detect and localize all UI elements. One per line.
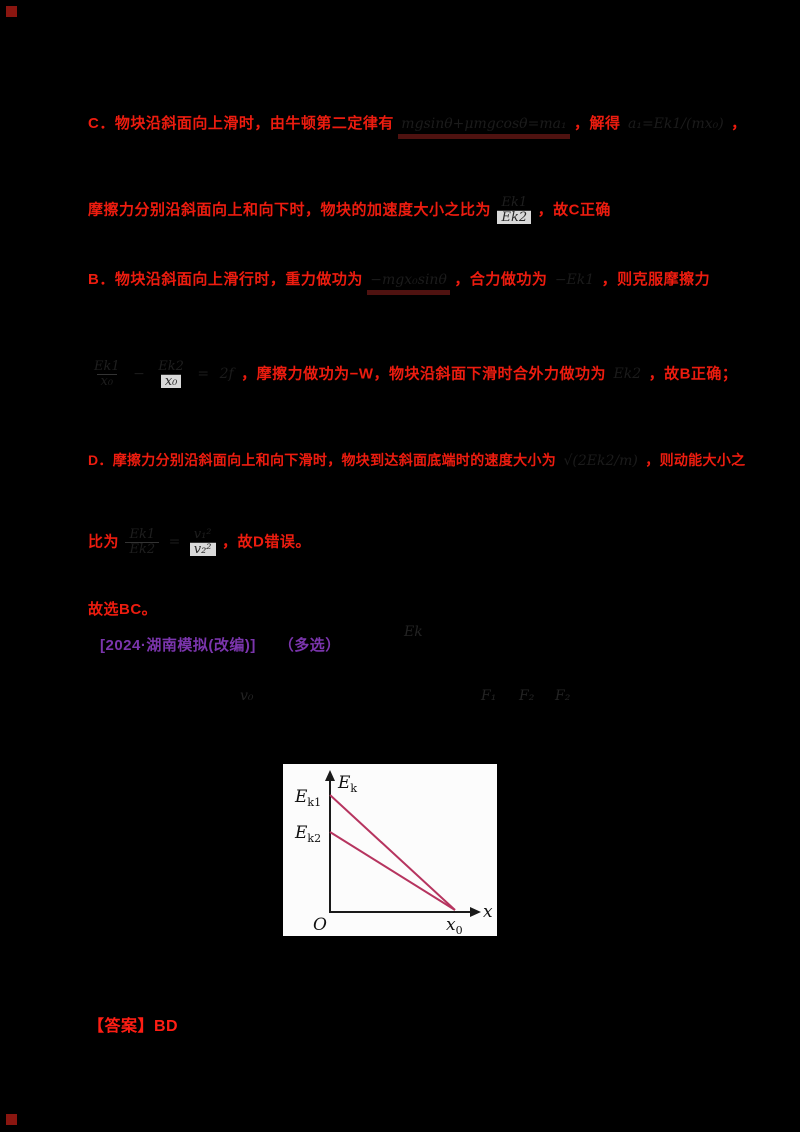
x0-tick-label: x0 <box>446 915 463 936</box>
fraction-numerator: Ek1 <box>94 359 120 374</box>
speed-ratio-fraction: v₁² v₂² <box>189 527 216 557</box>
ek-x-graph-card: Ek Ek1 Ek2 O x0 x <box>283 764 497 937</box>
solution-text: ，则克服摩擦力 <box>601 271 711 288</box>
fraction-numerator: v₁² <box>193 527 212 542</box>
formula-fragment-3: F₂ <box>519 688 535 704</box>
formula-fragment-4: F₂ <box>555 688 571 704</box>
solution-text: ，故B正确； <box>648 365 738 383</box>
ek-x-graph: Ek Ek1 Ek2 O x0 x <box>294 770 493 937</box>
formula-fragment-1: v₀ <box>240 688 254 704</box>
friction-term: 2f <box>219 366 234 383</box>
solution-text: 摩擦力分别沿斜面向上和向下时，物块的加速度大小之比为 <box>88 201 492 219</box>
conclusion-text: 故选BC。 <box>88 601 158 618</box>
fraction-numerator: Ek2 <box>158 359 184 374</box>
solution-line-c2: 摩擦力分别沿斜面向上和向下时，物块的加速度大小之比为 Ek1 Ek2 ，故C正确 <box>88 195 611 225</box>
slope-fraction-1: Ek1 x₀ <box>90 360 124 388</box>
ek1-intercept-label: Ek1 <box>294 787 321 809</box>
ek2-intercept-label: Ek2 <box>294 823 321 845</box>
fraction-numerator: Ek1 <box>501 195 528 210</box>
corner-mark-bottom-left <box>6 1114 17 1125</box>
solution-text: ， <box>731 115 747 132</box>
fraction-denominator: v₂² <box>189 541 216 557</box>
answer-line: 【答案】BD <box>88 1018 179 1035</box>
solution-text: ，故C正确 <box>537 201 611 219</box>
solution-line-d2: 比为 Ek1 Ek2 = v₁² v₂² ，故D错误。 <box>88 527 311 557</box>
ek2-line <box>329 831 456 911</box>
solution-text: ，合力做功为 <box>454 271 548 288</box>
fraction-numerator: Ek1 <box>129 527 156 542</box>
solution-text: B．物块沿斜面向上滑行时，重力做功为 <box>88 271 363 288</box>
acceleration-formula: a₁=Ek1/(mx₀) <box>627 116 724 132</box>
operator: = <box>197 366 210 383</box>
operator: − <box>133 366 145 383</box>
energy-ratio-fraction: Ek1 Ek2 <box>125 527 160 557</box>
solution-text: ，则动能大小之 <box>645 452 746 468</box>
solution-line-c1: C．物块沿斜面向上滑时，由牛顿第二定律有 mgsinθ+μmgcosθ=ma₁ … <box>88 112 747 139</box>
gravity-work-formula: −mgx₀sinθ <box>367 272 450 295</box>
solution-text: D．摩擦力分别沿斜面向上和向下滑时，物块到达斜面底端时的速度大小为 <box>88 452 557 468</box>
speed-formula: √(2Ek2/m) <box>563 453 638 469</box>
ek1-line <box>329 794 456 911</box>
corner-mark-top-left <box>6 6 17 17</box>
downhill-work-formula: Ek2 <box>613 366 642 383</box>
solution-text: ，故D错误。 <box>221 533 311 551</box>
y-axis-arrow-icon <box>325 770 335 781</box>
solution-text: 比为 <box>88 533 120 551</box>
fraction-denominator: x₀ <box>96 373 118 389</box>
fraction-denominator: Ek2 <box>125 541 160 557</box>
net-work-formula: −Ek1 <box>554 272 595 288</box>
solution-line-b1: B．物块沿斜面向上滑行时，重力做功为 −mgx₀sinθ ，合力做功为 −Ek1… <box>88 268 711 295</box>
newton-law-formula: mgsinθ+μmgcosθ=ma₁ <box>398 116 570 139</box>
inline-formula-fragment: Ek <box>404 624 423 640</box>
x-axis-arrow-icon <box>470 907 481 917</box>
solution-text: ，解得 <box>574 115 621 132</box>
solution-conclusion: 故选BC。 <box>88 598 157 619</box>
multi-select-tag: （多选） <box>278 637 341 654</box>
operator: = <box>168 534 181 551</box>
solution-text: ，摩擦力做功为−W，物块沿斜面下滑时合外力做功为 <box>241 365 607 383</box>
fraction-denominator: Ek2 <box>497 209 532 225</box>
solution-line-d1: D．摩擦力分别沿斜面向上和向下滑时，物块到达斜面底端时的速度大小为 √(2Ek2… <box>88 450 745 470</box>
x-axis-label: x <box>483 902 493 922</box>
solution-text: C．物块沿斜面向上滑时，由牛顿第二定律有 <box>88 115 394 132</box>
slope-fraction-2: Ek2 x₀ <box>154 359 188 389</box>
origin-label: O <box>313 915 327 935</box>
y-axis-label: Ek <box>337 773 357 795</box>
formula-fragment-2: F₁ <box>481 688 497 704</box>
acceleration-ratio-fraction: Ek1 Ek2 <box>497 195 532 225</box>
source-tag: [2024·湖南模拟(改编)] <box>100 637 256 654</box>
solution-line-b2: Ek1 x₀ − Ek2 x₀ = 2f ，摩擦力做功为−W，物块沿斜面下滑时合… <box>88 359 738 389</box>
next-problem-header: [2024·湖南模拟(改编)] （多选） <box>100 634 341 655</box>
fraction-denominator: x₀ <box>160 373 182 389</box>
